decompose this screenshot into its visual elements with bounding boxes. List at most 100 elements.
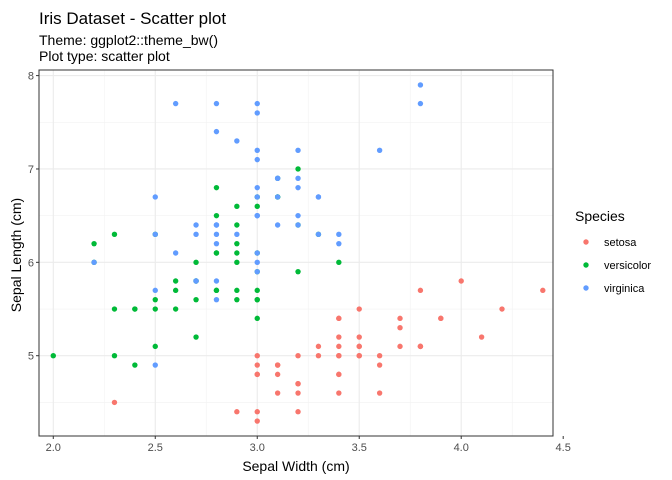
y-axis-title: Sepal Length (cm): [8, 198, 24, 312]
point-versicolor: [193, 334, 199, 340]
point-virginica: [172, 250, 179, 256]
point-virginica: [213, 222, 220, 228]
point-setosa: [397, 343, 403, 350]
point-virginica: [193, 222, 199, 228]
point-versicolor: [172, 306, 179, 312]
point-versicolor: [254, 287, 260, 294]
point-virginica: [152, 362, 158, 368]
point-versicolor: [234, 250, 240, 256]
y-tick-label: 6: [28, 257, 34, 269]
point-setosa: [376, 390, 383, 396]
point-setosa: [356, 334, 362, 340]
point-setosa: [254, 371, 260, 378]
point-setosa: [336, 315, 342, 322]
point-setosa: [274, 362, 281, 368]
point-versicolor: [152, 343, 158, 350]
point-setosa: [397, 324, 403, 331]
point-virginica: [234, 231, 240, 238]
point-virginica: [254, 212, 260, 219]
data-points: [50, 82, 546, 424]
point-setosa: [336, 371, 342, 378]
point-virginica: [213, 100, 220, 107]
chart-subtitle-plot-type: Plot type: scatter plot: [39, 48, 170, 64]
point-setosa: [234, 409, 240, 415]
point-versicolor: [213, 287, 220, 294]
point-versicolor: [111, 306, 118, 312]
point-virginica: [254, 156, 260, 163]
y-tick-label: 7: [28, 164, 34, 176]
point-setosa: [315, 353, 322, 359]
point-virginica: [152, 194, 158, 200]
legend-key-setosa: [583, 239, 589, 245]
point-versicolor: [172, 278, 179, 284]
x-tick-label: 3.0: [250, 442, 265, 454]
point-versicolor: [213, 184, 220, 191]
x-tick-label: 2.5: [148, 442, 163, 454]
point-virginica: [152, 231, 158, 238]
point-virginica: [315, 194, 322, 200]
point-versicolor: [336, 259, 342, 266]
point-virginica: [254, 184, 260, 191]
point-setosa: [336, 353, 342, 359]
legend-key-versicolor: [583, 262, 589, 268]
point-virginica: [417, 100, 424, 107]
point-virginica: [213, 296, 220, 303]
x-tick-label: 4.0: [454, 442, 469, 454]
point-virginica: [213, 278, 220, 284]
point-versicolor: [234, 240, 240, 247]
point-virginica: [254, 194, 260, 200]
x-tick-label: 2.0: [46, 442, 61, 454]
point-setosa: [274, 371, 281, 378]
point-versicolor: [295, 268, 301, 275]
point-versicolor: [50, 353, 56, 359]
point-virginica: [295, 222, 301, 228]
point-virginica: [376, 147, 383, 153]
point-versicolor: [193, 296, 199, 303]
chart-title: Iris Dataset - Scatter plot: [39, 9, 226, 28]
point-virginica: [295, 212, 301, 219]
point-setosa: [295, 353, 301, 359]
point-virginica: [295, 175, 301, 182]
point-setosa: [458, 278, 464, 284]
x-tick-label: 4.5: [556, 442, 571, 454]
x-axis-title: Sepal Width (cm): [242, 458, 349, 474]
point-setosa: [336, 334, 342, 340]
point-virginica: [213, 240, 220, 247]
point-versicolor: [234, 296, 240, 303]
y-tick-label: 8: [28, 71, 34, 83]
point-versicolor: [213, 250, 220, 256]
point-setosa: [356, 343, 362, 350]
point-versicolor: [132, 306, 138, 312]
point-setosa: [295, 381, 301, 387]
legend-label-setosa: setosa: [604, 237, 637, 249]
point-setosa: [438, 315, 444, 322]
point-setosa: [336, 343, 342, 350]
y-axis-ticks: 5 6 7 8: [28, 71, 39, 363]
point-virginica: [336, 231, 342, 238]
point-virginica: [254, 250, 260, 256]
point-virginica: [213, 128, 220, 135]
point-virginica: [193, 231, 199, 238]
x-axis-ticks: 2.0 2.5 3.0 3.5 4.0 4.5: [46, 436, 571, 454]
point-setosa: [254, 418, 260, 424]
point-virginica: [172, 100, 179, 107]
point-versicolor: [132, 362, 138, 368]
point-setosa: [478, 334, 485, 340]
point-virginica: [274, 194, 281, 200]
point-virginica: [417, 82, 424, 88]
point-virginica: [274, 222, 281, 228]
point-setosa: [295, 390, 301, 396]
point-versicolor: [111, 353, 118, 359]
chart-subtitle-theme: Theme: ggplot2::theme_bw(): [39, 32, 218, 48]
point-versicolor: [234, 222, 240, 228]
point-setosa: [254, 353, 260, 359]
point-versicolor: [254, 296, 260, 303]
point-setosa: [356, 353, 362, 359]
minor-gridlines: [39, 70, 553, 436]
point-setosa: [417, 287, 424, 294]
point-setosa: [274, 390, 281, 396]
point-virginica: [254, 100, 260, 107]
point-versicolor: [193, 259, 199, 266]
point-virginica: [315, 231, 322, 238]
point-virginica: [295, 184, 301, 191]
